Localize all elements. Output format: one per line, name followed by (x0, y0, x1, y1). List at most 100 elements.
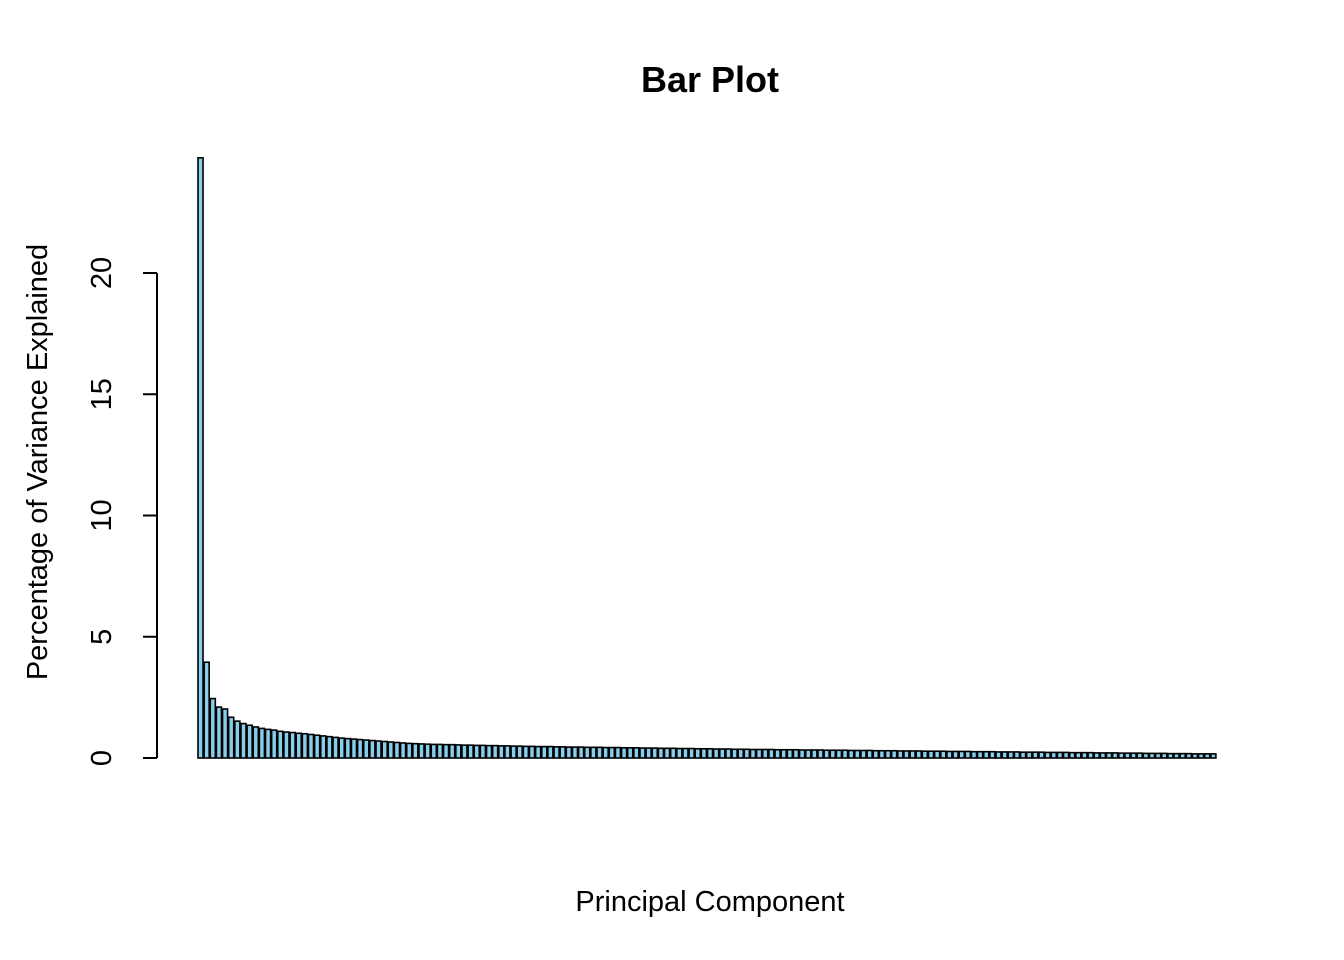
bar-pc-90 (743, 748, 751, 759)
bar-pc-123 (946, 750, 953, 759)
bar-pc-56 (534, 745, 542, 759)
bar-pc-94 (768, 748, 775, 759)
bar-pc-110 (866, 749, 873, 759)
bar-pc-130 (989, 750, 996, 759)
bar-pc-137 (1032, 751, 1039, 759)
y-tick-label: 20 (86, 257, 118, 289)
bar-pc-80 (682, 747, 689, 759)
bar-pc-58 (547, 745, 554, 759)
bar-pc-117 (909, 750, 916, 759)
bar-pc-157 (1154, 752, 1162, 759)
bar-pc-35 (405, 742, 413, 759)
bar-pc-31 (381, 740, 388, 759)
bar-pc-8 (240, 722, 247, 759)
bar-pc-88 (731, 748, 738, 759)
bar-pc-46 (473, 744, 481, 759)
bar-pc-50 (497, 745, 505, 759)
bar-pc-159 (1167, 752, 1174, 759)
bar-pc-43 (455, 744, 462, 759)
bar-pc-156 (1148, 752, 1156, 759)
bar-pc-95 (774, 748, 781, 759)
bar-pc-13 (270, 729, 278, 759)
bar-pc-3 (209, 697, 217, 759)
bar-pc-5 (221, 708, 229, 759)
bar-pc-6 (227, 716, 235, 759)
bar-pc-20 (313, 734, 321, 759)
bar-pc-10 (252, 726, 260, 759)
bar-pc-75 (651, 747, 659, 759)
bar-pc-136 (1025, 751, 1033, 759)
bar-pc-9 (246, 724, 253, 759)
bar-pc-115 (896, 750, 904, 759)
y-tick-label: 10 (86, 499, 118, 531)
bar-pc-151 (1117, 752, 1125, 759)
bar-pc-125 (958, 750, 966, 759)
bar-pc-86 (718, 748, 726, 759)
bar-pc-71 (626, 747, 634, 759)
bar-pc-120 (927, 750, 935, 759)
bar-pc-105 (835, 749, 843, 759)
bar-pc-40 (436, 743, 444, 759)
bar-pc-65 (590, 746, 597, 759)
bar-pc-29 (369, 739, 376, 759)
bar-pc-68 (608, 746, 616, 759)
y-axis-label: Percentage of Variance Explained (22, 244, 54, 680)
bar-pc-64 (583, 746, 591, 759)
bar-pc-146 (1087, 751, 1094, 759)
bar-pc-143 (1068, 751, 1076, 759)
bar-pc-44 (461, 744, 468, 759)
bar-pc-128 (976, 750, 984, 759)
bar-pc-154 (1136, 752, 1144, 759)
bar-pc-148 (1099, 752, 1107, 759)
bar-pc-153 (1130, 752, 1137, 759)
bar-pc-57 (540, 745, 548, 759)
bar-pc-93 (761, 748, 769, 759)
bar-pc-109 (860, 749, 867, 759)
bar-pc-34 (399, 742, 407, 759)
bar-pc-150 (1111, 752, 1119, 759)
bar-pc-28 (362, 739, 370, 759)
bar-pc-30 (375, 740, 382, 759)
bar-pc-1 (197, 157, 204, 759)
bar-pc-131 (995, 751, 1002, 759)
y-tick-label: 15 (86, 378, 118, 410)
bar-pc-66 (596, 746, 603, 759)
bar-pc-114 (890, 749, 898, 759)
bar-pc-59 (553, 746, 560, 759)
bar-pc-48 (485, 744, 493, 759)
bar-pc-111 (872, 749, 880, 759)
bar-pc-166 (1210, 753, 1217, 759)
bar-pc-103 (823, 749, 830, 759)
bar-pc-69 (614, 746, 622, 759)
bar-pc-126 (964, 750, 972, 759)
bar-pc-165 (1203, 753, 1211, 759)
bar-pc-74 (645, 747, 652, 759)
bar-pc-97 (786, 748, 794, 759)
bar-pc-112 (878, 749, 886, 759)
bar-pc-73 (639, 747, 646, 759)
bar-pc-52 (510, 745, 517, 759)
bar-pc-19 (307, 733, 315, 759)
bars-group (197, 157, 1217, 759)
bar-pc-87 (725, 748, 732, 759)
bar-pc-82 (694, 747, 702, 759)
bar-pc-133 (1007, 751, 1015, 759)
bar-pc-37 (418, 743, 425, 759)
bar-pc-108 (854, 749, 861, 759)
bar-pc-67 (602, 746, 609, 759)
bar-pc-41 (442, 743, 450, 759)
bar-pc-15 (283, 731, 290, 759)
bar-pc-134 (1013, 751, 1021, 759)
bar-pc-164 (1197, 753, 1205, 759)
bar-pc-104 (829, 749, 837, 759)
bar-pc-96 (780, 748, 787, 759)
bar-pc-118 (915, 750, 923, 759)
bar-pc-17 (295, 732, 303, 759)
bar-pc-76 (657, 747, 665, 759)
bar-pc-79 (676, 747, 683, 759)
bar-pc-54 (522, 745, 530, 759)
bar-pc-62 (571, 746, 579, 759)
bar-pc-12 (264, 728, 272, 759)
bar-pc-92 (755, 748, 763, 759)
